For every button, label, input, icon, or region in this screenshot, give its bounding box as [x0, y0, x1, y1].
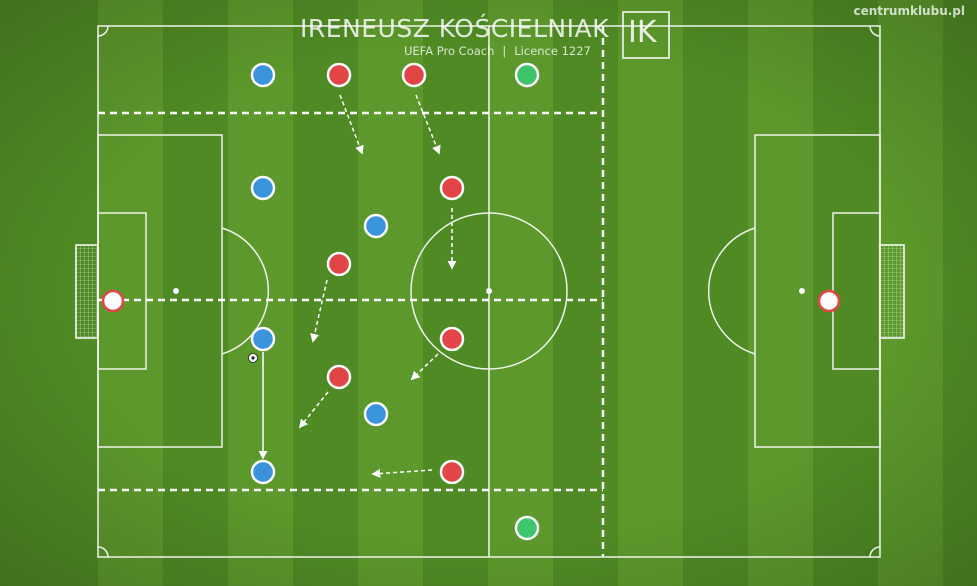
player-red[interactable]: [439, 459, 465, 485]
center-circle: [410, 212, 568, 370]
player-red[interactable]: [401, 62, 427, 88]
right-penalty-spot: [799, 288, 805, 294]
left-penalty-arc: [221, 227, 269, 355]
left-goal: [75, 244, 99, 339]
player-red[interactable]: [326, 62, 352, 88]
player-red[interactable]: [439, 326, 465, 352]
player-blue[interactable]: [250, 62, 276, 88]
player-red[interactable]: [439, 175, 465, 201]
left-penalty-spot: [173, 288, 179, 294]
coach-name: IRENEUSZ KOŚCIELNIAK: [300, 14, 609, 43]
player-neutral-green[interactable]: [514, 515, 540, 541]
players: [250, 62, 540, 541]
goalkeeper-left[interactable]: [101, 289, 125, 313]
player-red[interactable]: [326, 251, 352, 277]
goalkeeper-right[interactable]: [817, 289, 841, 313]
coach-title: UEFA Pro Coach: [404, 44, 495, 58]
arrow: [371, 469, 433, 479]
goalkeepers: [101, 289, 841, 313]
player-blue[interactable]: [363, 213, 389, 239]
arrow: [298, 391, 329, 429]
soccer-ball-icon[interactable]: [248, 353, 258, 363]
arrow: [339, 94, 364, 155]
player-blue[interactable]: [363, 401, 389, 427]
logo-text: IK: [628, 15, 657, 50]
player-blue[interactable]: [250, 175, 276, 201]
arrow: [310, 279, 328, 343]
player-blue[interactable]: [250, 326, 276, 352]
player-blue[interactable]: [250, 459, 276, 485]
ik-logo: IK: [622, 11, 670, 59]
movement-arrows: [298, 94, 457, 479]
arrow: [410, 353, 439, 381]
site-watermark: centrumklubu.pl: [853, 4, 965, 18]
zone-lines: [98, 26, 605, 557]
player-red[interactable]: [326, 364, 352, 390]
licence-number: Licence 1227: [514, 44, 591, 58]
right-goal: [879, 244, 905, 339]
right-penalty-arc: [708, 227, 756, 355]
player-neutral-green[interactable]: [514, 62, 540, 88]
coach-subtitle: UEFA Pro Coach | Licence 1227: [404, 44, 591, 58]
arrow: [415, 94, 441, 155]
separator: |: [502, 44, 507, 58]
center-spot: [486, 288, 492, 294]
